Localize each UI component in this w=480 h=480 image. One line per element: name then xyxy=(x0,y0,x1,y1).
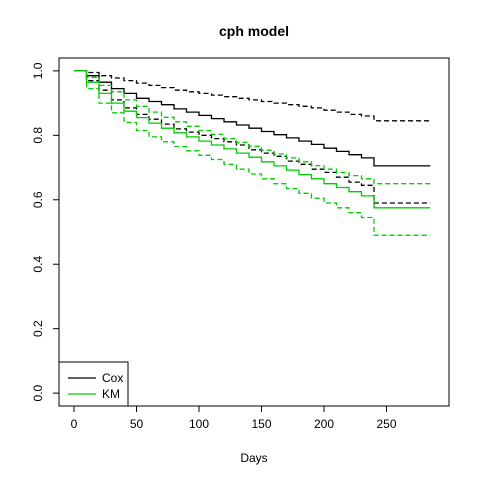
legend-label-cox: Cox xyxy=(102,371,123,385)
x-tick-label: 50 xyxy=(130,417,144,431)
y-tick-label: 0.0 xyxy=(31,384,45,401)
plot-frame xyxy=(58,57,450,407)
legend-box xyxy=(58,361,129,407)
x-tick-label: 200 xyxy=(314,417,334,431)
chart-title: cph model xyxy=(219,23,289,39)
axis-layer: 0 50 100 150 200 250 0.0 0.2 0.4 0.6 0.8 1.0 xyxy=(31,62,397,431)
series-line-km-estimate xyxy=(74,70,431,209)
x-tick-label: 250 xyxy=(376,417,396,431)
series-line-km-lower-ci xyxy=(74,70,431,236)
series-layer xyxy=(74,70,431,236)
legend: Cox KM xyxy=(58,361,129,407)
series-line-cox-estimate xyxy=(74,70,431,167)
series-line-cox-lower-ci xyxy=(74,70,431,204)
x-tick-label: 100 xyxy=(189,417,209,431)
x-axis-label: Days xyxy=(240,451,267,465)
series-line-cox-upper-ci xyxy=(74,70,431,122)
x-tick-label: 0 xyxy=(71,417,78,431)
series-line-km-upper-ci xyxy=(74,70,431,185)
y-tick-label: 0.4 xyxy=(31,256,45,273)
y-tick-label: 1.0 xyxy=(31,62,45,79)
legend-label-km: KM xyxy=(102,387,120,401)
x-tick-label: 150 xyxy=(251,417,271,431)
y-tick-label: 0.6 xyxy=(31,191,45,208)
y-tick-label: 0.2 xyxy=(31,320,45,337)
y-tick-label: 0.8 xyxy=(31,127,45,144)
